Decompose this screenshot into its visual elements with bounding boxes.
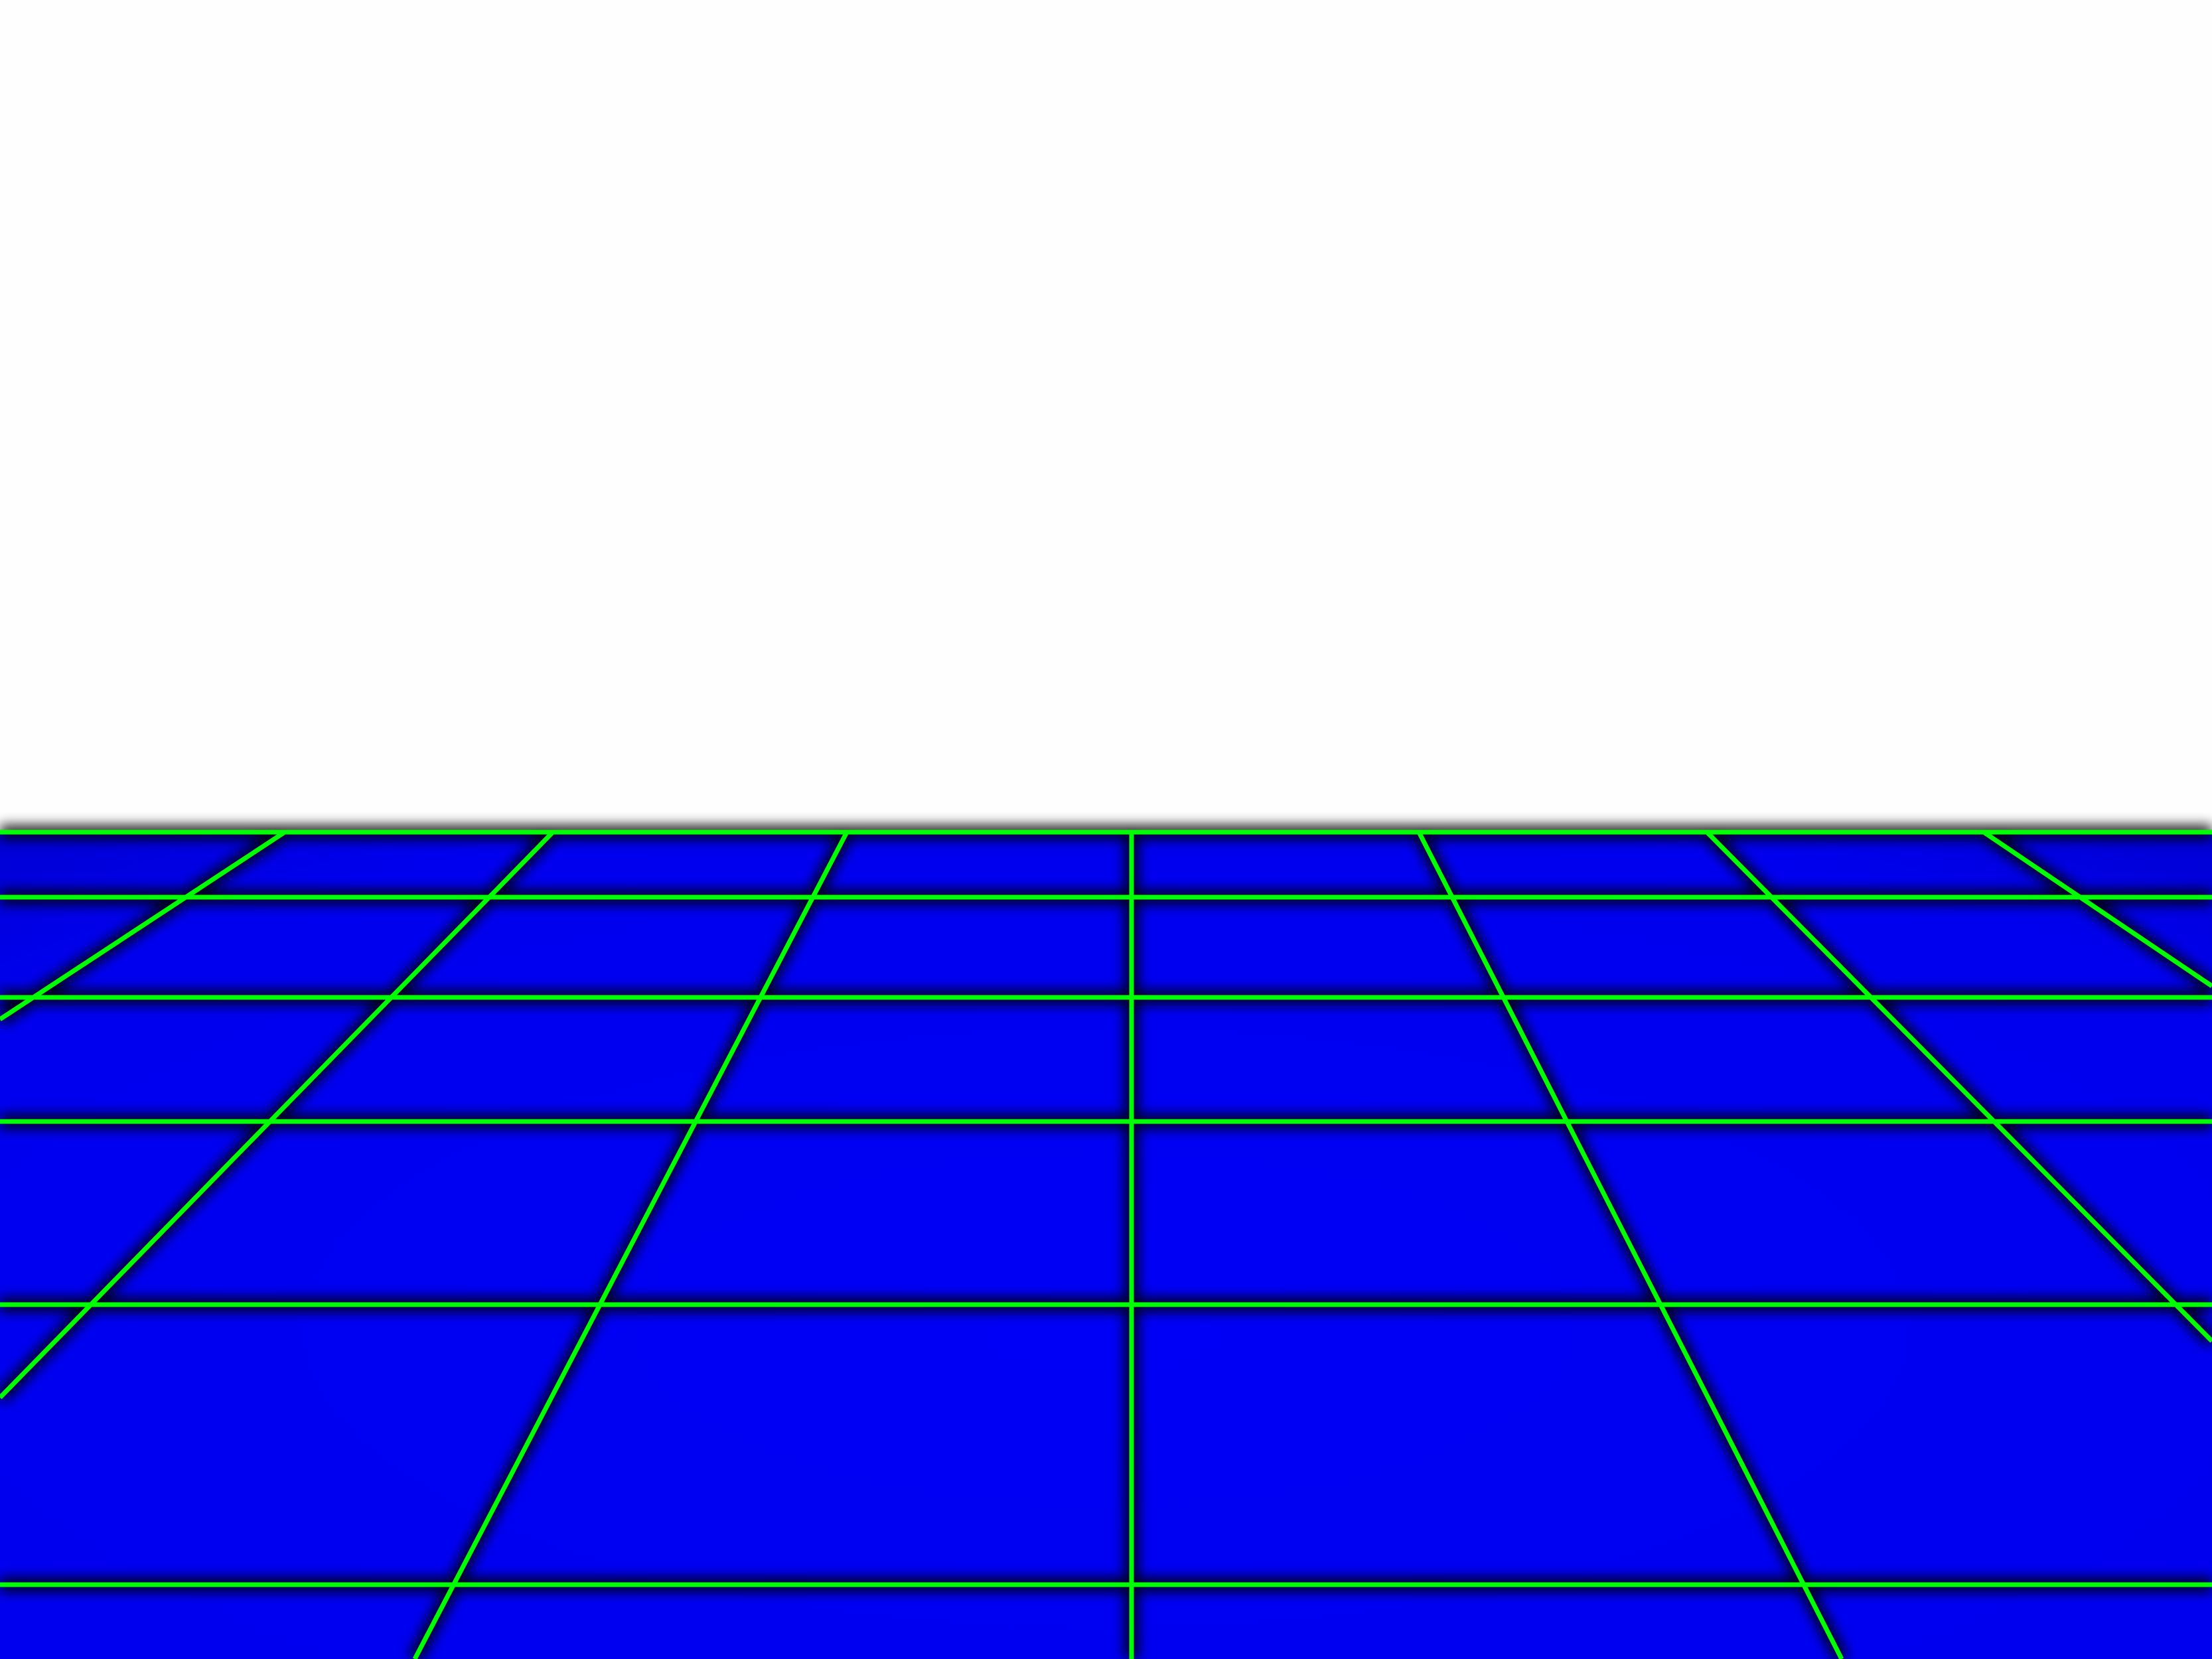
grid-perspective-line <box>1416 831 1844 1659</box>
grid-perspective-line <box>1982 830 2212 988</box>
grid-perspective-line <box>0 830 286 1021</box>
grid-perspective-line <box>0 830 555 1400</box>
blue-floor-plane <box>0 832 2212 1659</box>
sky-background <box>0 0 2212 832</box>
grid-perspective-line <box>412 831 849 1659</box>
grid-perspective-line <box>1705 830 2212 1343</box>
green-grid-lines <box>0 830 2212 1659</box>
